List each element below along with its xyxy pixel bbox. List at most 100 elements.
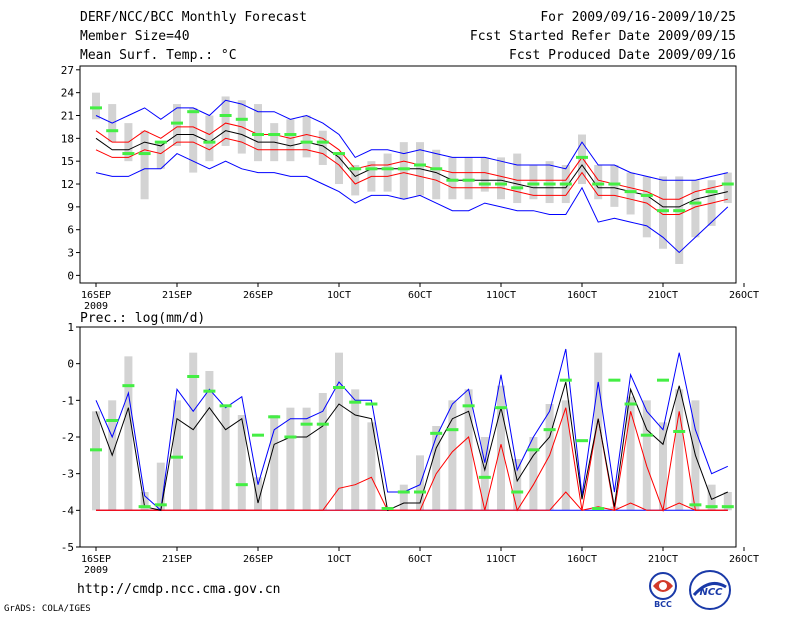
panel-2: 1 0 -1 -2 -3 -4 -5 16SEP 21SEP 26SEP 1OCT 6OCT 11OCT… <box>61 321 759 576</box>
obs-marker <box>543 182 556 186</box>
obs-marker <box>365 167 378 171</box>
spread-lower-line <box>95 137 728 215</box>
spread-box <box>448 400 457 511</box>
spread-box <box>254 477 262 511</box>
y-tick-label: 0 <box>67 269 74 282</box>
spread-box <box>545 404 554 511</box>
spread-box <box>416 455 424 511</box>
y-tick-label: -2 <box>61 431 74 444</box>
x-tick-label: 21OCT <box>648 554 678 565</box>
obs-marker <box>300 140 313 144</box>
spread-box <box>270 415 279 511</box>
obs-marker <box>640 193 653 197</box>
obs-marker <box>673 430 686 433</box>
spread-box <box>594 352 603 511</box>
obs-marker <box>268 133 281 137</box>
y-tick-label: 3 <box>67 247 74 260</box>
y-tick-label: -4 <box>61 504 75 517</box>
obs-marker <box>90 106 102 110</box>
obs-marker <box>430 431 443 435</box>
obs-marker <box>122 384 135 388</box>
spread-box <box>464 157 473 200</box>
x-tick-label: 21SEP <box>162 290 192 301</box>
spread-box <box>626 172 635 215</box>
x-tick-label: 6OCT <box>408 554 432 565</box>
source-url[interactable]: http://cmdp.ncc.cma.gov.cn <box>77 582 281 597</box>
plot-frame <box>79 65 737 284</box>
obs-marker <box>171 121 183 125</box>
spread-box <box>497 385 505 511</box>
spread-box <box>92 411 100 511</box>
obs-marker <box>511 490 524 494</box>
obs-marker <box>446 428 459 432</box>
spread-box <box>659 176 667 249</box>
obs-marker <box>349 400 362 404</box>
spread-box <box>351 164 360 196</box>
member-size: Member Size=40 <box>80 29 190 44</box>
obs-marker <box>640 433 653 437</box>
obs-marker <box>154 140 167 144</box>
spread-box <box>480 157 489 192</box>
obs-marker <box>462 404 475 408</box>
obs-marker <box>397 490 410 494</box>
obs-marker <box>252 133 264 137</box>
obs-marker <box>381 507 394 510</box>
year-label: 2009 <box>84 301 108 312</box>
spread-box <box>432 149 441 200</box>
ensemble-mean-line <box>95 381 729 512</box>
spread-box <box>642 176 651 238</box>
spread-box <box>286 119 295 162</box>
obs-marker <box>235 117 248 121</box>
obs-marker <box>138 152 151 156</box>
forecast-period: For 2009/09/16-2009/10/25 <box>540 10 736 25</box>
start-date: Fcst Started Refer Date 2009/09/15 <box>469 29 736 44</box>
y-tick-label: 24 <box>61 87 75 100</box>
spread-box <box>399 142 408 200</box>
x-tick-label: 6OCT <box>408 290 432 301</box>
obs-marker <box>154 503 167 507</box>
obs-marker <box>608 182 621 186</box>
spread-box <box>302 407 311 511</box>
obs-marker <box>333 386 345 389</box>
obs-marker <box>478 182 491 186</box>
spread-box <box>335 352 343 511</box>
spread-box <box>723 172 732 204</box>
obs-marker <box>657 209 669 213</box>
obs-marker <box>284 133 297 137</box>
variable-label: Mean Surf. Temp.: °C <box>80 48 237 63</box>
obs-marker <box>462 178 475 182</box>
x-tick-label: 16SEP <box>81 554 111 565</box>
obs-marker <box>414 163 426 167</box>
obs-marker <box>511 186 524 190</box>
x-tick-label: 11OCT <box>486 290 516 301</box>
y-tick-label: 12 <box>61 178 74 191</box>
x-tick-label: 16OCT <box>567 290 597 301</box>
spread-box <box>626 396 635 511</box>
obs-marker <box>559 378 572 382</box>
y-tick-label: 0 <box>67 358 74 371</box>
obs-marker <box>527 448 540 452</box>
spread-box <box>497 157 505 200</box>
obs-marker <box>478 475 491 479</box>
obs-marker <box>284 435 297 439</box>
panel-1: 0 3 6 9 12 15 18 21 24 27 16SEP 21SEP 26SEP 1OCT 6OCT 1… <box>61 64 759 312</box>
obs-marker <box>203 389 216 393</box>
chart-title: DERF/NCC/BCC Monthly Forecast <box>80 10 307 25</box>
spread-box <box>545 161 554 204</box>
spread-box <box>254 104 262 162</box>
spread-box <box>335 153 343 185</box>
obs-marker <box>252 433 264 437</box>
obs-marker <box>705 190 718 194</box>
bcc-logo-text: BCC <box>654 600 672 609</box>
obs-marker <box>316 140 329 144</box>
obs-marker <box>106 419 119 422</box>
obs-marker <box>576 439 588 443</box>
spread-box <box>707 484 716 511</box>
bcc-logo: BCC <box>649 572 677 609</box>
spread-box <box>237 415 246 511</box>
obs-marker <box>689 503 702 507</box>
obs-marker <box>203 140 216 144</box>
spread-box <box>173 400 181 511</box>
x-tick-label: 26SEP <box>243 554 273 565</box>
